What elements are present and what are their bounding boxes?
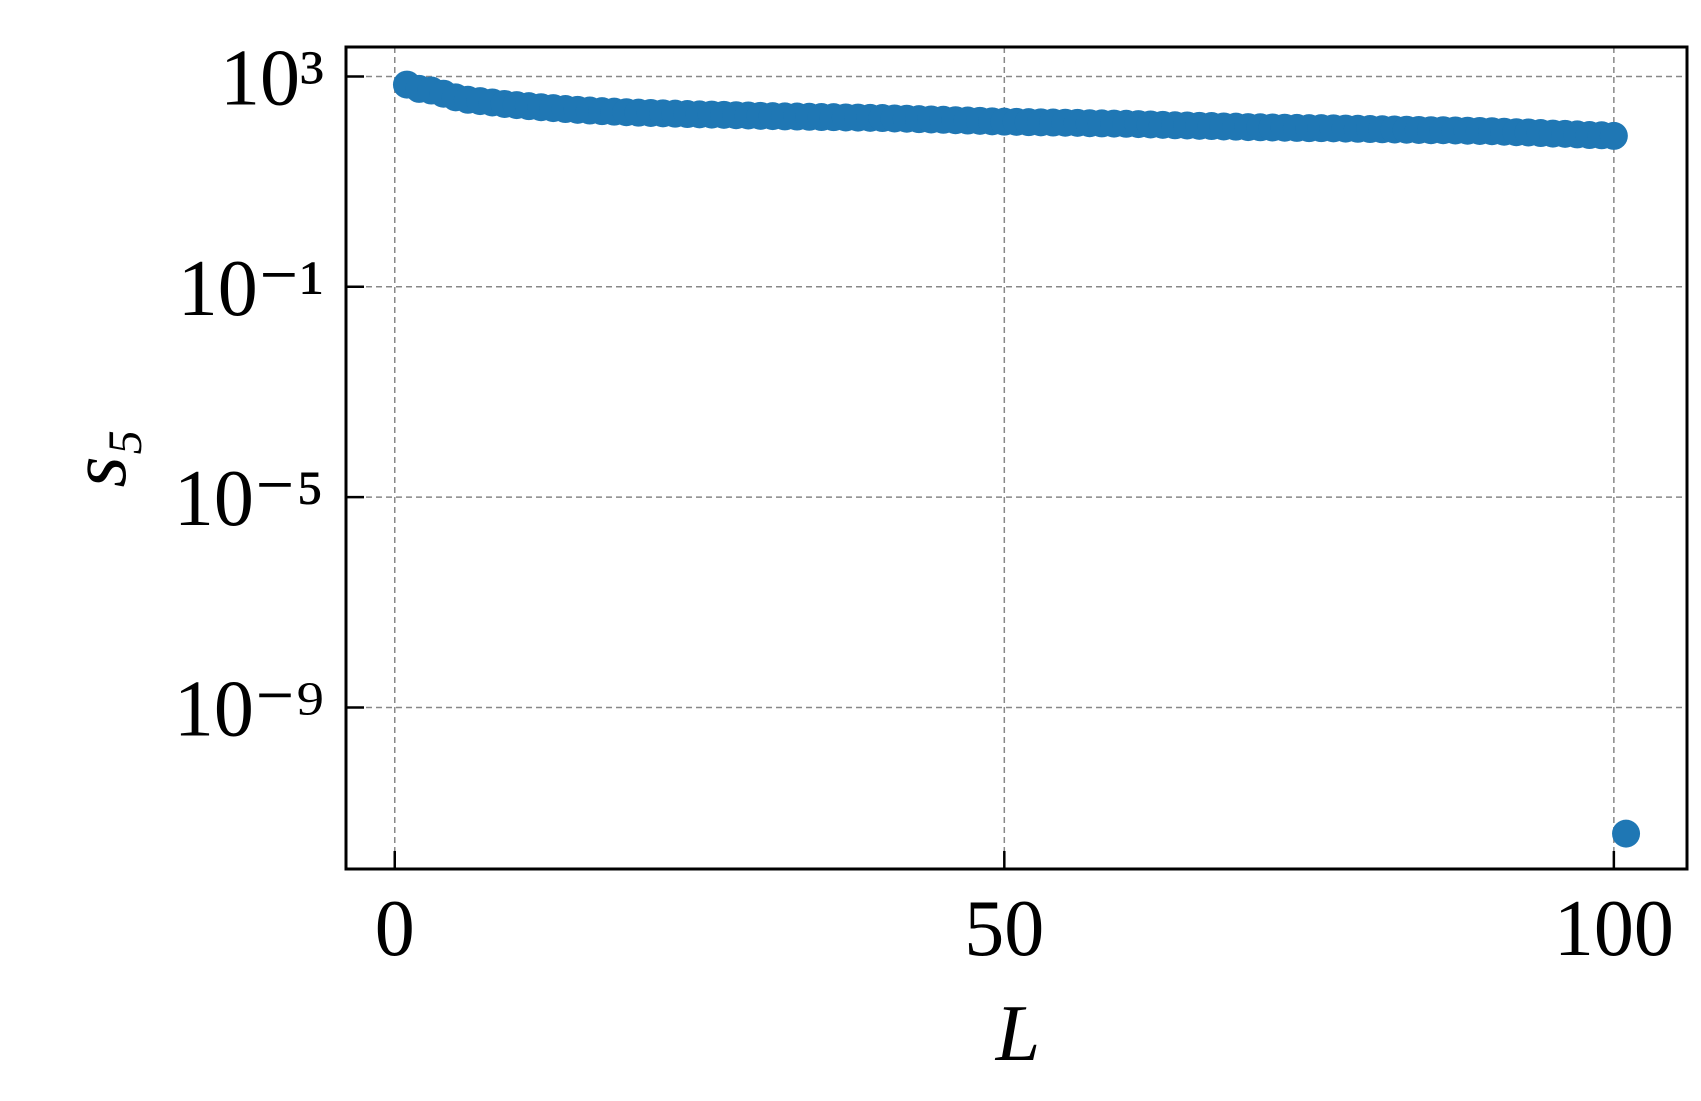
point: [1599, 121, 1628, 150]
point: [1612, 819, 1641, 848]
y-tick-label: 10⁻⁹: [174, 666, 324, 754]
x-tick-label: 50: [964, 885, 1044, 973]
x-tick-label: 100: [1554, 885, 1674, 973]
x-axis-label: L: [995, 990, 1041, 1078]
y-tick-label: 10⁻⁵: [174, 455, 324, 543]
y-axis-label: s₅: [55, 429, 143, 488]
plot-frame: [344, 45, 1689, 871]
y-tick-label: 10³: [220, 34, 324, 122]
x-tick-label: 0: [375, 885, 415, 973]
y-tick-label: 10⁻¹: [178, 245, 324, 333]
